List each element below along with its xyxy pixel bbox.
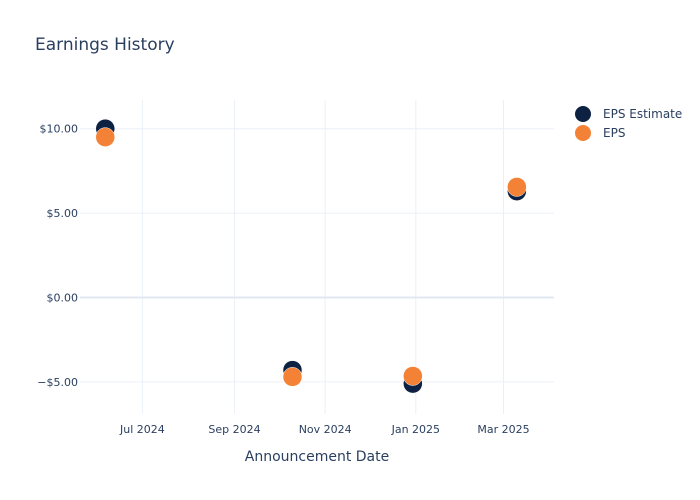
gridlines: [80, 100, 554, 414]
y-tick-label: $0.00: [47, 292, 79, 305]
legend-marker-eps: [575, 125, 591, 141]
legend-label-eps-estimate: EPS Estimate: [603, 107, 682, 121]
y-tick-label: $10.00: [40, 123, 79, 136]
x-tick-label: Nov 2024: [299, 423, 352, 436]
chart-title: Earnings History: [35, 35, 175, 55]
eps-point: [403, 366, 423, 386]
legend-label-eps: EPS: [603, 126, 625, 140]
x-tick-label: Sep 2024: [208, 423, 260, 436]
x-axis-title: Announcement Date: [245, 449, 389, 465]
legend-marker-eps-estimate: [575, 106, 591, 122]
legend[interactable]: EPS Estimate EPS: [575, 106, 682, 141]
eps-point: [95, 127, 116, 147]
x-axis-ticks: Jul 2024 Sep 2024 Nov 2024 Jan 2025 Mar 2025: [119, 423, 530, 436]
eps-point: [282, 367, 303, 387]
data-points: [95, 118, 527, 394]
eps-point: [507, 177, 527, 197]
x-tick-label: Jan 2025: [391, 423, 440, 436]
x-tick-label: Jul 2024: [119, 423, 165, 436]
x-tick-label: Mar 2025: [477, 423, 529, 436]
y-tick-label: $5.00: [47, 207, 79, 220]
y-axis-ticks: $10.00 $5.00 $0.00 −$5.00: [37, 123, 78, 389]
y-tick-label: −$5.00: [37, 376, 78, 389]
